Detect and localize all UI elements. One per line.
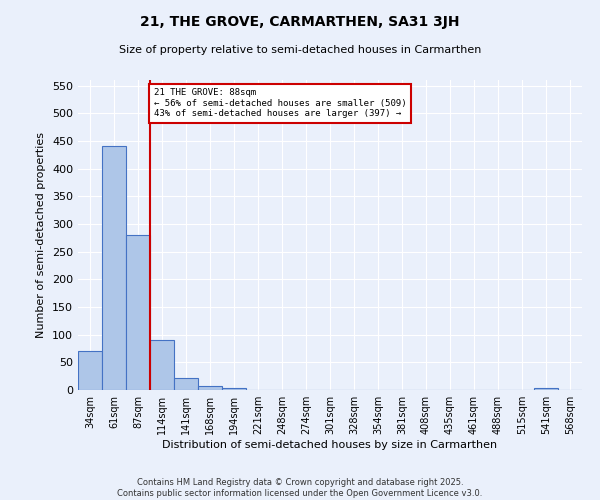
Text: 21, THE GROVE, CARMARTHEN, SA31 3JH: 21, THE GROVE, CARMARTHEN, SA31 3JH (140, 15, 460, 29)
Bar (150, 340, 174, 390)
Bar (174, 378, 198, 390)
Bar (78, 351, 102, 390)
Bar (198, 386, 222, 390)
Text: Size of property relative to semi-detached houses in Carmarthen: Size of property relative to semi-detach… (119, 45, 481, 55)
Y-axis label: Number of semi-detached properties: Number of semi-detached properties (37, 132, 46, 338)
Bar (126, 235, 150, 390)
Bar (102, 146, 126, 390)
X-axis label: Distribution of semi-detached houses by size in Carmarthen: Distribution of semi-detached houses by … (163, 440, 497, 450)
Bar (222, 388, 246, 390)
Text: Contains HM Land Registry data © Crown copyright and database right 2025.
Contai: Contains HM Land Registry data © Crown c… (118, 478, 482, 498)
Bar (534, 388, 558, 390)
Text: 21 THE GROVE: 88sqm
← 56% of semi-detached houses are smaller (509)
43% of semi-: 21 THE GROVE: 88sqm ← 56% of semi-detach… (154, 88, 406, 118)
